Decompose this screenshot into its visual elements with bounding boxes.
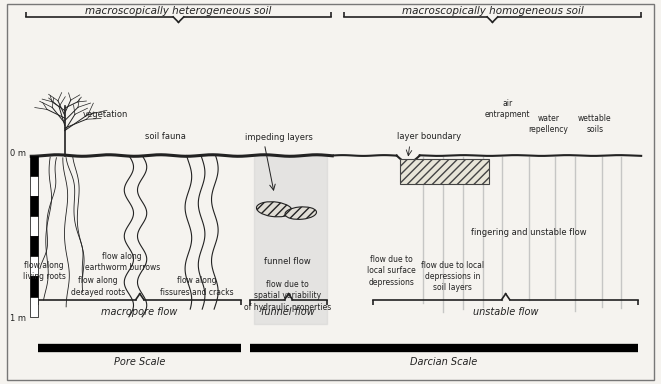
Text: air
entrapment: air entrapment (485, 99, 530, 119)
Text: flow along
earthworm burrows: flow along earthworm burrows (85, 252, 160, 271)
Text: funnel flow: funnel flow (264, 257, 311, 266)
Text: flow due to
local surface
depressions: flow due to local surface depressions (367, 255, 416, 286)
Text: soil fauna: soil fauna (145, 132, 186, 141)
Text: vegetation: vegetation (83, 110, 128, 119)
Text: macropore flow: macropore flow (101, 307, 178, 317)
Text: flow due to
spatial variability
of hydraulic properties: flow due to spatial variability of hydra… (244, 280, 331, 311)
Bar (400, 159, 489, 184)
Text: Pore Scale: Pore Scale (114, 357, 165, 367)
Text: flow due to local
depressions in
soil layers: flow due to local depressions in soil la… (421, 261, 485, 292)
Text: flow along
living roots: flow along living roots (23, 261, 65, 281)
Text: Darcian Scale: Darcian Scale (410, 357, 477, 367)
Ellipse shape (285, 207, 317, 219)
Text: flow along
fissures and cracks: flow along fissures and cracks (160, 276, 234, 296)
Bar (30, 257, 38, 276)
Text: wettable
soils: wettable soils (578, 114, 611, 134)
Text: flow along
decayed roots: flow along decayed roots (71, 276, 125, 296)
Bar (30, 216, 38, 236)
Bar (30, 297, 38, 317)
Bar (30, 156, 38, 176)
Text: impeding layers: impeding layers (245, 133, 313, 142)
Text: fingering and unstable flow: fingering and unstable flow (471, 228, 586, 237)
Bar (30, 276, 38, 297)
Text: 1 m: 1 m (11, 314, 26, 323)
Text: funnel flow: funnel flow (261, 307, 315, 317)
Bar (30, 196, 38, 216)
Text: macroscopically heterogeneous soil: macroscopically heterogeneous soil (85, 6, 272, 16)
Text: unstable flow: unstable flow (473, 307, 539, 317)
Text: macroscopically homogeneous soil: macroscopically homogeneous soil (402, 6, 583, 16)
Text: water
repellency: water repellency (529, 114, 568, 134)
Text: layer boundary: layer boundary (397, 132, 461, 141)
Ellipse shape (256, 202, 292, 217)
Bar (30, 176, 38, 196)
Bar (30, 236, 38, 257)
Text: 0 m: 0 m (11, 149, 26, 158)
